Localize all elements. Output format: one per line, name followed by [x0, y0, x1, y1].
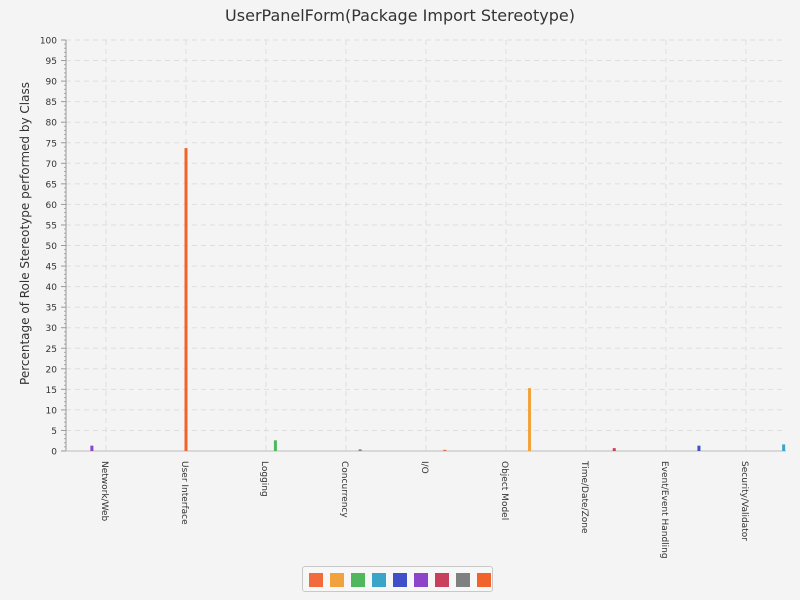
legend-swatch [414, 573, 428, 587]
bar [612, 448, 616, 451]
y-tick-label: 0 [51, 448, 57, 458]
x-tick-label: Time/Date/Zone [579, 460, 589, 534]
y-tick-label: 30 [46, 324, 58, 334]
legend-swatch [456, 573, 470, 587]
y-tick-label: 75 [46, 139, 57, 149]
x-tick-label: Object Model [499, 461, 509, 520]
y-tick-label: 50 [46, 242, 58, 252]
legend-swatch [435, 573, 449, 587]
bar-layer [90, 148, 786, 451]
y-tick-label: 20 [46, 365, 58, 375]
legend [302, 566, 493, 592]
y-tick-label: 80 [46, 119, 58, 129]
bar [697, 445, 701, 451]
y-tick-label: 45 [46, 263, 57, 273]
bar [358, 449, 362, 451]
x-tick-label: Security/Validator [739, 461, 749, 541]
y-tick-label: 15 [46, 386, 57, 396]
y-tick-label: 90 [46, 78, 58, 88]
legend-swatch [330, 573, 344, 587]
bar [528, 388, 532, 451]
bar [782, 444, 786, 451]
y-tick-label: 10 [46, 406, 58, 416]
legend-swatch [309, 573, 323, 587]
y-axis-label: Percentage of Role Stereotype performed … [18, 82, 32, 385]
y-tick-label: 60 [46, 201, 58, 211]
chart-title: UserPanelForm(Package Import Stereotype) [225, 6, 575, 25]
bar [90, 445, 94, 451]
x-tick-label: Logging [259, 461, 269, 497]
y-tick-label: 100 [40, 37, 57, 47]
legend-swatch [393, 573, 407, 587]
x-tick-label: User Interface [179, 461, 189, 525]
y-tick-label: 55 [46, 221, 57, 231]
y-tick-label: 65 [46, 180, 57, 190]
x-tick-label: Concurrency [339, 461, 349, 518]
bar [273, 440, 277, 451]
y-tick-label: 95 [46, 57, 57, 67]
legend-swatch [477, 573, 491, 587]
y-tick-label: 25 [46, 345, 57, 355]
x-tick-label: I/O [419, 461, 429, 474]
y-tick-label: 85 [46, 98, 57, 108]
y-tick-label: 40 [46, 283, 58, 293]
label-layer: 0 5 10 15 20 25 30 35 40 45 50 55 60 65 70 75 80 85 90 95 10… [18, 37, 749, 559]
y-tick-label: 5 [51, 427, 57, 437]
grid-layer [66, 39, 786, 451]
x-tick-label: Network/Web [99, 461, 109, 522]
y-tick-label: 70 [46, 160, 58, 170]
legend-swatch [372, 573, 386, 587]
bar [184, 148, 188, 451]
x-tick-label: Event/Event Handling [659, 461, 669, 559]
bar [443, 449, 447, 451]
y-tick-label: 35 [46, 304, 57, 314]
legend-swatch [351, 573, 365, 587]
